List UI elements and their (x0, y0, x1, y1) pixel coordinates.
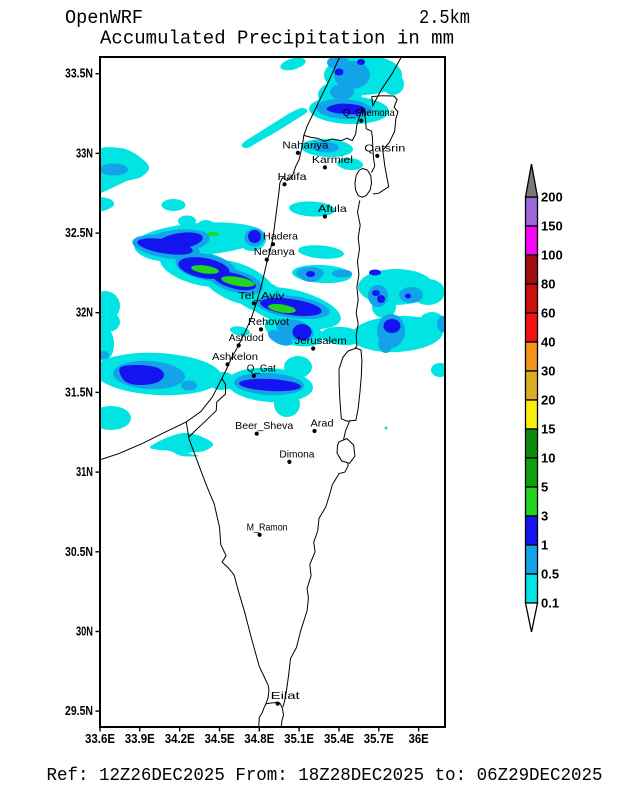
svg-text:Karmiel: Karmiel (312, 154, 353, 166)
svg-text:35.4E: 35.4E (324, 731, 354, 746)
svg-text:Afula: Afula (318, 203, 347, 215)
svg-text:Haifa: Haifa (278, 171, 307, 183)
svg-text:Eilat: Eilat (271, 690, 300, 702)
svg-text:0.5: 0.5 (541, 567, 559, 582)
svg-text:30N: 30N (76, 624, 93, 639)
svg-text:100: 100 (541, 248, 563, 263)
svg-text:Qatsrin: Qatsrin (364, 142, 405, 154)
svg-text:Tel_Aviv: Tel_Aviv (238, 290, 285, 302)
svg-text:15: 15 (541, 422, 555, 437)
svg-text:29.5N: 29.5N (65, 703, 93, 718)
svg-text:60: 60 (541, 306, 555, 321)
svg-text:Ashkelon: Ashkelon (212, 351, 258, 363)
svg-text:10: 10 (541, 451, 555, 466)
svg-text:Nahariya: Nahariya (282, 139, 328, 151)
svg-text:Beer_Sheva: Beer_Sheva (235, 420, 293, 432)
svg-text:Ashdod: Ashdod (229, 332, 264, 344)
svg-text:34.2E: 34.2E (165, 731, 195, 746)
svg-text:Arad: Arad (311, 418, 334, 430)
svg-text:1: 1 (541, 538, 548, 553)
svg-text:33.6E: 33.6E (85, 731, 115, 746)
svg-text:5: 5 (541, 480, 548, 495)
svg-text:2.5km: 2.5km (419, 7, 470, 29)
svg-text:3: 3 (541, 509, 548, 524)
svg-text:32.5N: 32.5N (65, 225, 93, 240)
svg-text:30.5N: 30.5N (65, 544, 93, 559)
svg-text:M_Ramon: M_Ramon (247, 521, 288, 533)
svg-text:34.5E: 34.5E (205, 731, 235, 746)
svg-text:40: 40 (541, 335, 555, 350)
svg-text:Q_Gat: Q_Gat (247, 362, 276, 374)
svg-text:Accumulated Precipitation in m: Accumulated Precipitation in mm (100, 28, 454, 50)
svg-text:34.8E: 34.8E (244, 731, 274, 746)
svg-text:32N: 32N (76, 305, 93, 320)
svg-text:33.5N: 33.5N (65, 66, 93, 81)
svg-text:Q_Shemona: Q_Shemona (343, 107, 395, 119)
svg-text:0.1: 0.1 (541, 596, 559, 611)
svg-text:150: 150 (541, 219, 563, 234)
svg-text:33.9E: 33.9E (125, 731, 155, 746)
svg-text:35.1E: 35.1E (284, 731, 314, 746)
svg-text:Rehovot: Rehovot (248, 316, 289, 328)
svg-text:Hadera: Hadera (263, 231, 298, 243)
svg-text:Ref: 12Z26DEC2025 From: 18Z28D: Ref: 12Z26DEC2025 From: 18Z28DEC2025 to:… (47, 765, 603, 786)
svg-text:30: 30 (541, 364, 555, 379)
svg-text:31.5N: 31.5N (65, 384, 93, 399)
svg-text:33N: 33N (76, 145, 93, 160)
svg-text:35.7E: 35.7E (364, 731, 394, 746)
svg-text:20: 20 (541, 393, 555, 408)
svg-text:31N: 31N (76, 464, 93, 479)
svg-text:Dimona: Dimona (279, 448, 314, 460)
svg-text:Jerusalem: Jerusalem (295, 335, 347, 347)
svg-text:200: 200 (541, 190, 563, 205)
svg-text:OpenWRF: OpenWRF (65, 7, 143, 29)
svg-text:80: 80 (541, 277, 555, 292)
svg-text:36E: 36E (409, 731, 429, 746)
svg-text:Netanya: Netanya (254, 246, 295, 258)
